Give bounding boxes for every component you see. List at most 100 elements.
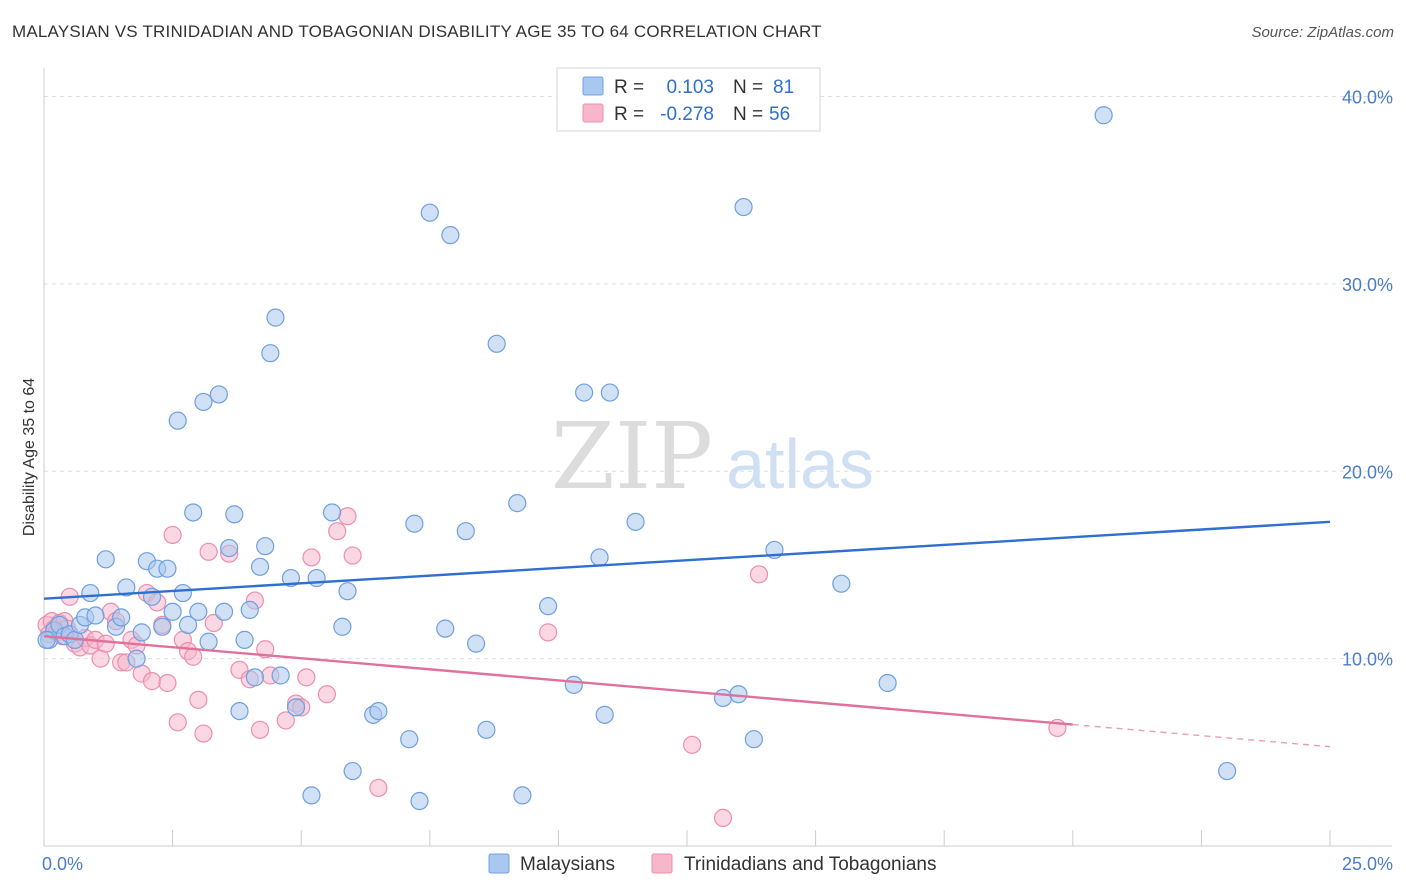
point-blue-76 — [832, 574, 851, 593]
legend-n-label-blue: N = — [733, 77, 763, 98]
point-blue-74 — [744, 730, 763, 749]
point-blue-45 — [307, 568, 326, 588]
point-blue-41 — [271, 666, 290, 685]
point-blue-13 — [117, 578, 136, 597]
point-pink-45 — [276, 711, 295, 730]
point-pink-57 — [713, 808, 733, 827]
point-blue-44 — [302, 786, 321, 805]
point-blue-19 — [153, 617, 172, 636]
bottom-legend-swatch-malaysians — [488, 853, 510, 874]
point-blue-71 — [713, 688, 733, 708]
y-tick-labels: 10.0% 20.0% 30.0% 40.0% — [1342, 88, 1393, 670]
point-blue-68 — [595, 705, 614, 724]
point-blue-25 — [184, 503, 203, 522]
point-pink-25 — [142, 672, 162, 691]
point-pink-29 — [163, 525, 182, 545]
point-pink-48 — [297, 668, 316, 687]
point-blue-43 — [286, 698, 306, 717]
y-tick-label-0: 10.0% — [1342, 650, 1393, 670]
point-pink-30 — [168, 713, 187, 732]
point-blue-63 — [513, 786, 532, 805]
legend-r-value-pink: -0.278 — [660, 104, 714, 125]
chart-title: MALAYSIAN VS TRINIDADIAN AND TOBAGONIAN … — [12, 22, 822, 41]
point-pink-43 — [256, 640, 275, 659]
point-blue-61 — [487, 334, 506, 353]
point-pink-36 — [199, 542, 218, 561]
y-tick-label-2: 30.0% — [1342, 275, 1393, 295]
point-blue-62 — [508, 494, 527, 513]
point-pink-55 — [539, 623, 558, 642]
point-pink-54 — [369, 778, 388, 798]
point-pink-37 — [204, 613, 223, 633]
point-blue-35 — [240, 600, 259, 620]
bottom-legend-malaysians: Malaysians — [520, 854, 615, 875]
point-pink-56 — [683, 735, 702, 754]
bottom-legend-trinidadians: Trinidadians and Tobagonians — [684, 854, 936, 875]
point-blue-21 — [163, 602, 182, 621]
x-tick-label-0: 0.0% — [42, 854, 83, 874]
trend-lines — [43, 520, 1331, 748]
axes — [43, 68, 1392, 847]
point-pink-52 — [338, 507, 357, 526]
point-blue-70 — [626, 512, 645, 531]
point-blue-37 — [250, 557, 270, 576]
point-blue-24 — [178, 615, 198, 634]
y-tick-label-3: 40.0% — [1342, 88, 1393, 108]
point-blue-69 — [600, 383, 619, 402]
point-blue-23 — [173, 583, 192, 603]
point-blue-56 — [436, 619, 455, 638]
point-blue-22 — [168, 411, 187, 430]
point-blue-52 — [400, 730, 419, 749]
point-blue-14 — [127, 649, 146, 668]
point-blue-60 — [477, 720, 496, 739]
point-blue-8 — [81, 583, 100, 603]
source-credit: Source: ZipAtlas.com — [1251, 24, 1394, 41]
point-pink-28 — [158, 673, 177, 693]
point-pink-50 — [317, 685, 337, 704]
bottom-legend-swatch-trinidadians — [651, 853, 673, 874]
point-blue-36 — [245, 668, 265, 687]
y-axis-label: Disability Age 35 to 64 — [21, 378, 38, 536]
point-blue-28 — [199, 632, 218, 651]
point-blue-26 — [189, 602, 208, 621]
stats-legend: R = 0.103 N = 81 R = -0.278 N = 56 — [556, 67, 821, 132]
point-pink-51 — [328, 522, 347, 541]
point-blue-64 — [539, 597, 558, 616]
point-blue-47 — [333, 617, 352, 636]
point-pink-33 — [184, 647, 203, 666]
point-blue-54 — [410, 791, 429, 811]
point-blue-15 — [132, 623, 151, 642]
trend-line-blue — [43, 520, 1331, 600]
point-blue-79 — [1218, 761, 1237, 781]
point-blue-33 — [230, 701, 249, 721]
series-trinidadians-points — [37, 507, 1067, 827]
point-blue-78 — [1094, 106, 1113, 125]
legend-swatch-pink — [582, 103, 604, 123]
legend-n-label-pink: N = — [733, 104, 763, 125]
series-legend: Malaysians Trinidadians and Tobagonians — [488, 853, 936, 875]
point-pink-53 — [343, 546, 362, 565]
x-tick-labels: 0.0% 25.0% — [42, 854, 1393, 874]
legend-n-value-blue: 81 — [773, 77, 794, 98]
point-pink-16 — [96, 634, 115, 653]
legend-r-label-pink: R = — [614, 104, 644, 125]
watermark-atlas: atlas — [726, 425, 874, 503]
legend-n-value-pink: 56 — [769, 104, 790, 125]
point-blue-42 — [281, 568, 301, 588]
point-blue-30 — [214, 602, 234, 621]
point-blue-65 — [564, 675, 583, 694]
point-pink-58 — [749, 565, 769, 584]
point-blue-57 — [441, 226, 460, 245]
point-blue-73 — [734, 197, 753, 217]
point-blue-32 — [225, 505, 244, 524]
point-blue-31 — [220, 538, 239, 558]
point-blue-51 — [369, 701, 388, 721]
legend-r-value-blue: 0.103 — [666, 77, 714, 98]
legend-swatch-blue — [582, 76, 604, 96]
point-blue-38 — [256, 537, 275, 556]
series-malaysians-points — [37, 106, 1237, 811]
point-blue-20 — [158, 559, 177, 578]
y-tick-label-1: 20.0% — [1342, 462, 1393, 482]
point-blue-58 — [456, 522, 475, 541]
